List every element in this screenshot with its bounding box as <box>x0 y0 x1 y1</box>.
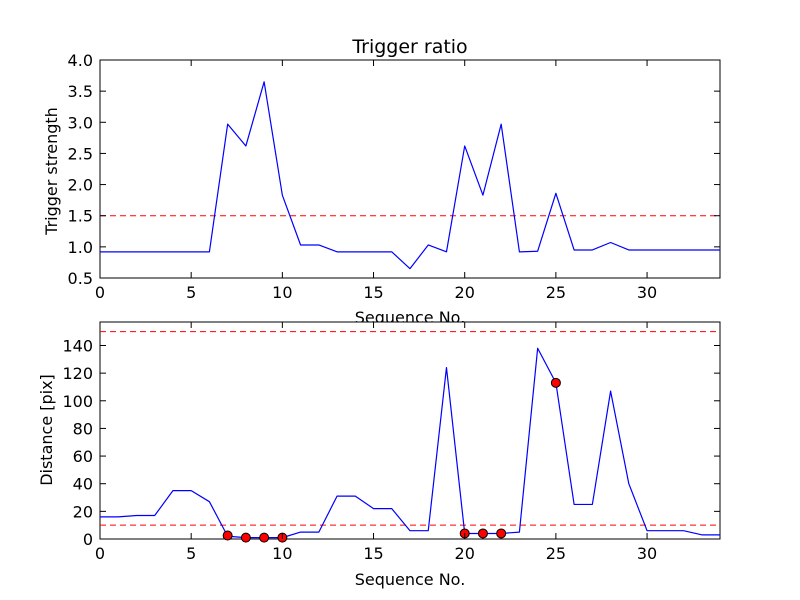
trigger-ratio-marks: 0 5 10 15 20 25 30 0.5 1.0 1.5 2.0 2.5 3.0 3.5 4.0 <box>68 51 721 302</box>
x-tick-label: 5 <box>186 283 196 302</box>
y-tick-label: 1.0 <box>68 238 93 257</box>
x-axis-label: Sequence No. <box>355 570 466 589</box>
x-tick-label: 0 <box>95 544 105 563</box>
y-tick-label: 80 <box>73 419 93 438</box>
data-point-marker <box>477 528 488 539</box>
y-tick-label: 120 <box>62 364 93 383</box>
y-tick-label: 40 <box>73 475 93 494</box>
y-tick-label: 20 <box>73 502 93 521</box>
x-tick-label: 25 <box>546 283 566 302</box>
x-tick-label: 20 <box>455 544 475 563</box>
x-tick-label: 0 <box>95 283 105 302</box>
data-point-marker <box>496 528 507 539</box>
y-tick-label: 0 <box>83 530 93 549</box>
y-tick-label: 140 <box>62 336 93 355</box>
y-tick-label: 3.0 <box>68 113 93 132</box>
trigger-ratio-chart: Trigger ratio 0 5 10 15 20 25 30 0.5 1.0 1.5 2.0 2.… <box>42 36 721 327</box>
x-tick-label: 25 <box>546 544 566 563</box>
y-axis-label: Trigger strength <box>42 107 61 236</box>
x-tick-label: 15 <box>363 283 383 302</box>
chart-title: Trigger ratio <box>351 36 467 58</box>
y-tick-label: 4.0 <box>68 51 93 70</box>
y-tick-label: 100 <box>62 392 93 411</box>
x-tick-label: 15 <box>363 544 383 563</box>
plot-area <box>99 321 721 540</box>
distance-marks: 0 5 10 15 20 25 30 0 20 40 60 80 100 120 140 <box>62 321 721 563</box>
y-tick-label: 2.0 <box>68 176 93 195</box>
plot-area <box>99 59 721 279</box>
x-tick-label: 5 <box>186 544 196 563</box>
y-tick-label: 60 <box>73 447 93 466</box>
y-axis-label: Distance [pix] <box>37 374 56 486</box>
data-point-marker <box>222 530 233 541</box>
x-tick-label: 10 <box>272 544 292 563</box>
distance-chart: 0 5 10 15 20 25 30 0 20 40 60 80 100 120 140 Sequence … <box>37 321 721 589</box>
y-tick-label: 2.5 <box>68 144 93 163</box>
x-tick-label: 30 <box>637 283 657 302</box>
x-tick-label: 20 <box>455 283 475 302</box>
y-tick-label: 1.5 <box>68 207 93 226</box>
data-point-marker <box>259 532 270 543</box>
y-tick-label: 0.5 <box>68 269 93 288</box>
x-tick-label: 10 <box>272 283 292 302</box>
data-point-marker <box>550 377 561 388</box>
x-tick-label: 30 <box>637 544 657 563</box>
series-line <box>100 81 720 270</box>
series-line <box>100 347 720 539</box>
data-point-marker <box>240 532 251 543</box>
y-tick-label: 3.5 <box>68 82 93 101</box>
